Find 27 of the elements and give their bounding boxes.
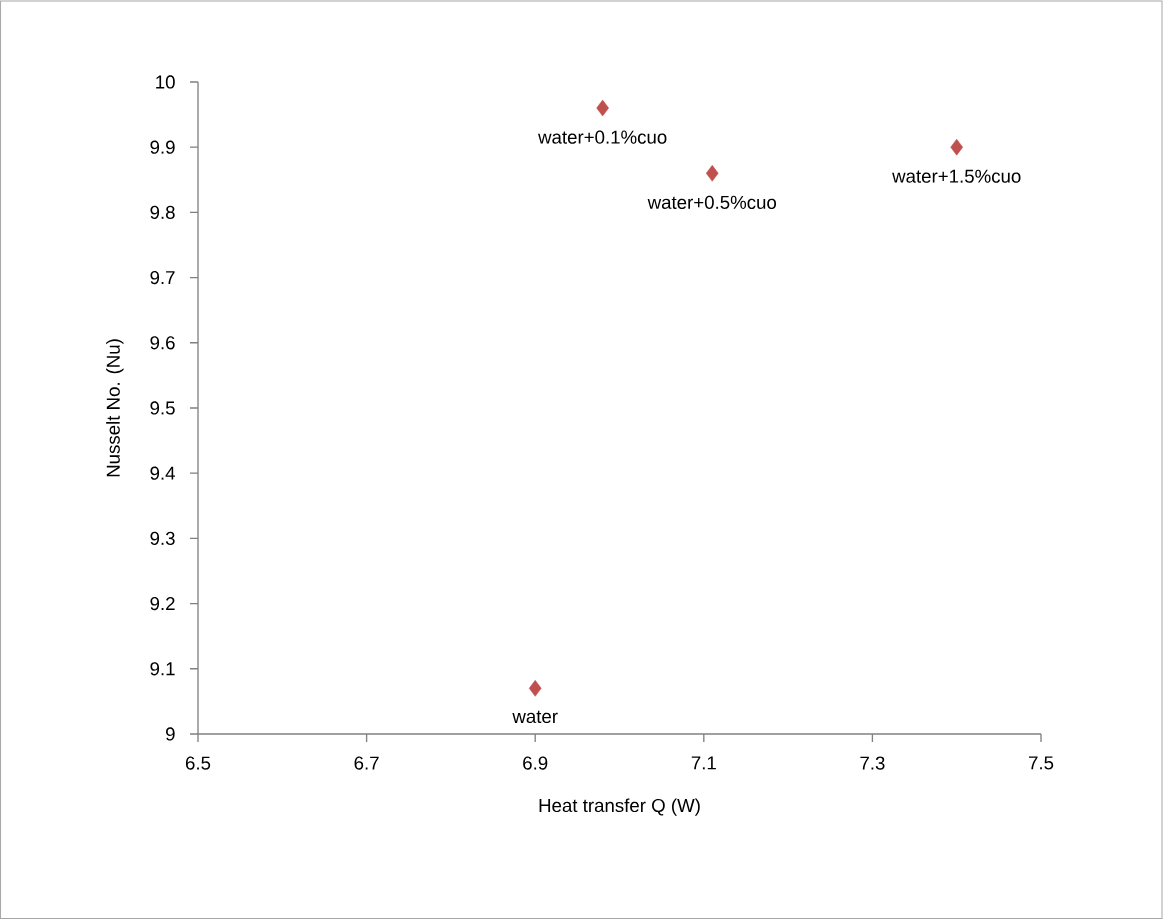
x-tick-label: 6.9 — [523, 756, 548, 770]
y-tick-label: 9.9 — [150, 140, 175, 154]
y-tick-label: 9.4 — [150, 466, 175, 480]
y-tick-label: 9.3 — [150, 531, 175, 545]
y-tick-label: 9.7 — [150, 270, 175, 285]
x-tick-label: 7.3 — [860, 756, 885, 770]
annotation: water+1.5%cuo — [892, 169, 1021, 183]
x-tick-label: 6.7 — [354, 756, 379, 770]
annotation: water+0.1%cuo — [538, 130, 667, 144]
point — [950, 138, 963, 156]
y-tick-label: 9.6 — [150, 336, 175, 350]
y-tick-label: 9.5 — [150, 401, 175, 415]
annotation: water — [512, 710, 558, 724]
y-tick-label: 9.2 — [150, 596, 175, 611]
point — [596, 99, 609, 117]
y-tick-label: 9.1 — [150, 662, 175, 676]
y-tick-label: 9.8 — [150, 205, 175, 219]
x-axis-title: Heat transfer Q (W) — [539, 798, 700, 816]
y-tick-label: 10 — [156, 75, 175, 89]
x-tick-label: 6.5 — [185, 756, 211, 770]
y-axis-title: Nusselt No. (Nu) — [106, 339, 124, 477]
annotation: water+0.5%cuo — [647, 195, 777, 209]
point — [528, 680, 542, 697]
point — [705, 164, 719, 182]
y-tick-label: 9 — [166, 727, 175, 741]
x-tick-label: 7.5 — [1029, 756, 1054, 770]
x-tick-label: 7.1 — [691, 756, 716, 770]
